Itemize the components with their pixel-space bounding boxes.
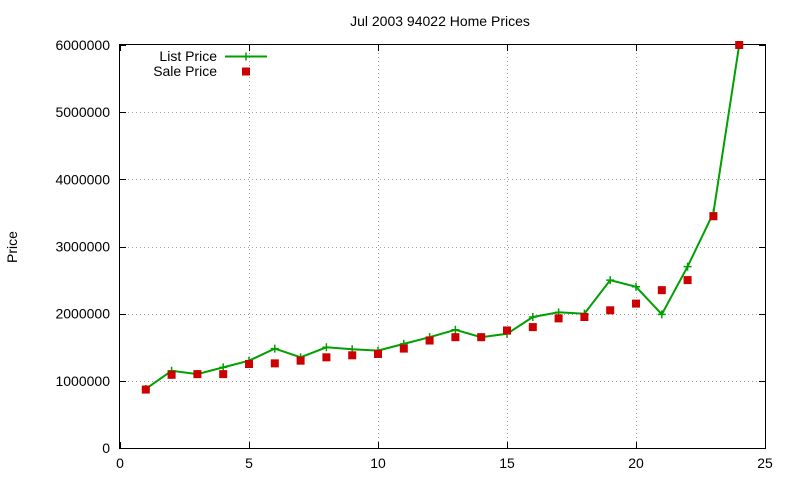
sale-price-point (683, 276, 692, 285)
y-tick-label: 6000000 (55, 37, 110, 53)
sale-price-point (709, 212, 718, 221)
list-price-point (451, 325, 460, 334)
sale-price-point (348, 351, 357, 360)
y-tick-label: 4000000 (55, 171, 110, 187)
sale-price-point (451, 333, 460, 342)
sale-price-point (374, 349, 382, 358)
sale-price-point (425, 336, 434, 345)
plot-frame (119, 44, 766, 449)
y-tick-label: 2000000 (55, 306, 110, 322)
x-tick-label: 0 (116, 455, 124, 471)
x-tick-label: 15 (499, 455, 515, 471)
list-price-point (322, 343, 331, 352)
sale-price-point (580, 313, 589, 322)
sale-price-point (735, 41, 744, 49)
sale-price-point (245, 360, 253, 369)
legend-label-sale-price: Sale Price (153, 63, 217, 79)
sale-price-point (399, 344, 408, 353)
y-tick-label: 1000000 (55, 373, 110, 389)
x-tick-label: 5 (245, 455, 253, 471)
sale-price-point (322, 353, 331, 362)
series-layer (141, 41, 744, 394)
sale-price-point (503, 326, 511, 335)
sale-price-point (167, 370, 176, 379)
list-price-point (657, 310, 666, 319)
sale-price-point (219, 370, 228, 379)
sale-price-point (657, 286, 666, 295)
sale-price-point (632, 299, 640, 308)
sale-price-point (477, 333, 486, 342)
x-tick-labels: 0 5 10 15 20 25 (116, 455, 773, 471)
chart-title: Jul 2003 94022 Home Prices (350, 13, 530, 29)
list-price-point (632, 282, 640, 291)
y-axis-label: Price (4, 231, 20, 263)
x-tick-label: 10 (370, 455, 386, 471)
list-price-point (270, 344, 279, 353)
list-price-point (528, 313, 537, 322)
y-tick-label: 3000000 (55, 239, 110, 255)
list-price-point (683, 262, 692, 271)
ticks (120, 45, 766, 449)
sale-price-point (554, 314, 563, 323)
sale-price-point (141, 385, 150, 394)
list-price-line (145, 44, 741, 390)
list-price-point (219, 363, 228, 372)
legend-label-list-price: List Price (159, 48, 217, 64)
sale-price-point (296, 356, 305, 365)
series-list-price (141, 41, 744, 393)
x-tick-label: 20 (628, 455, 644, 471)
y-tick-labels: 0 1000000 2000000 3000000 4000000 5000000 6000… (55, 37, 110, 456)
sale-price-point (528, 323, 537, 332)
x-tick-label: 25 (757, 455, 773, 471)
series-sale-price (141, 41, 744, 394)
grid (120, 45, 765, 448)
legend-swatch-list-price-marker (242, 52, 250, 61)
sale-price-point (606, 306, 615, 315)
y-tick-label: 5000000 (55, 104, 110, 120)
list-price-point (606, 276, 615, 285)
sale-price-point (193, 370, 202, 379)
legend-swatch-sale-price (242, 67, 250, 76)
y-tick-label: 0 (102, 440, 110, 456)
sale-price-point (270, 359, 279, 368)
